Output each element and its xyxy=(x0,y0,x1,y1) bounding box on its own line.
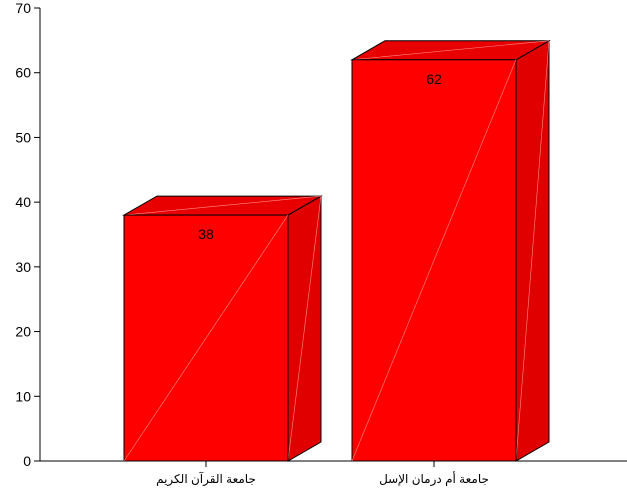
y-tick-label: 50 xyxy=(15,129,31,145)
bar-front-highlight xyxy=(123,214,289,462)
y-axis: 0 10 20 30 40 50 60 70 xyxy=(15,0,41,469)
x-tick-label: جامعة أم درمان الإسل xyxy=(379,471,489,487)
bar-top-highlight xyxy=(123,195,322,216)
bar-top-highlight xyxy=(351,40,550,61)
data-label: 38 xyxy=(198,226,214,242)
bar-side-highlight xyxy=(515,40,550,462)
x-axis xyxy=(40,460,627,467)
y-tick-label: 40 xyxy=(15,194,31,210)
data-label: 62 xyxy=(426,71,442,87)
bars-group: 38 62 xyxy=(122,39,551,462)
category-labels: جامعة القرآن الكريم جامعة أم درمان الإسل xyxy=(156,471,489,487)
y-tick-label: 0 xyxy=(23,453,31,469)
y-tick-label: 20 xyxy=(15,324,31,340)
bar-side-highlight xyxy=(287,196,322,462)
y-tick-label: 10 xyxy=(15,388,31,404)
bar: 62 xyxy=(350,39,551,462)
bar-front-highlight xyxy=(351,59,517,462)
x-tick-label: جامعة القرآن الكريم xyxy=(156,471,256,487)
y-tick-label: 70 xyxy=(15,0,31,16)
y-tick-label: 60 xyxy=(15,65,31,81)
y-tick-label: 30 xyxy=(15,259,31,275)
bar: 38 xyxy=(122,195,323,462)
